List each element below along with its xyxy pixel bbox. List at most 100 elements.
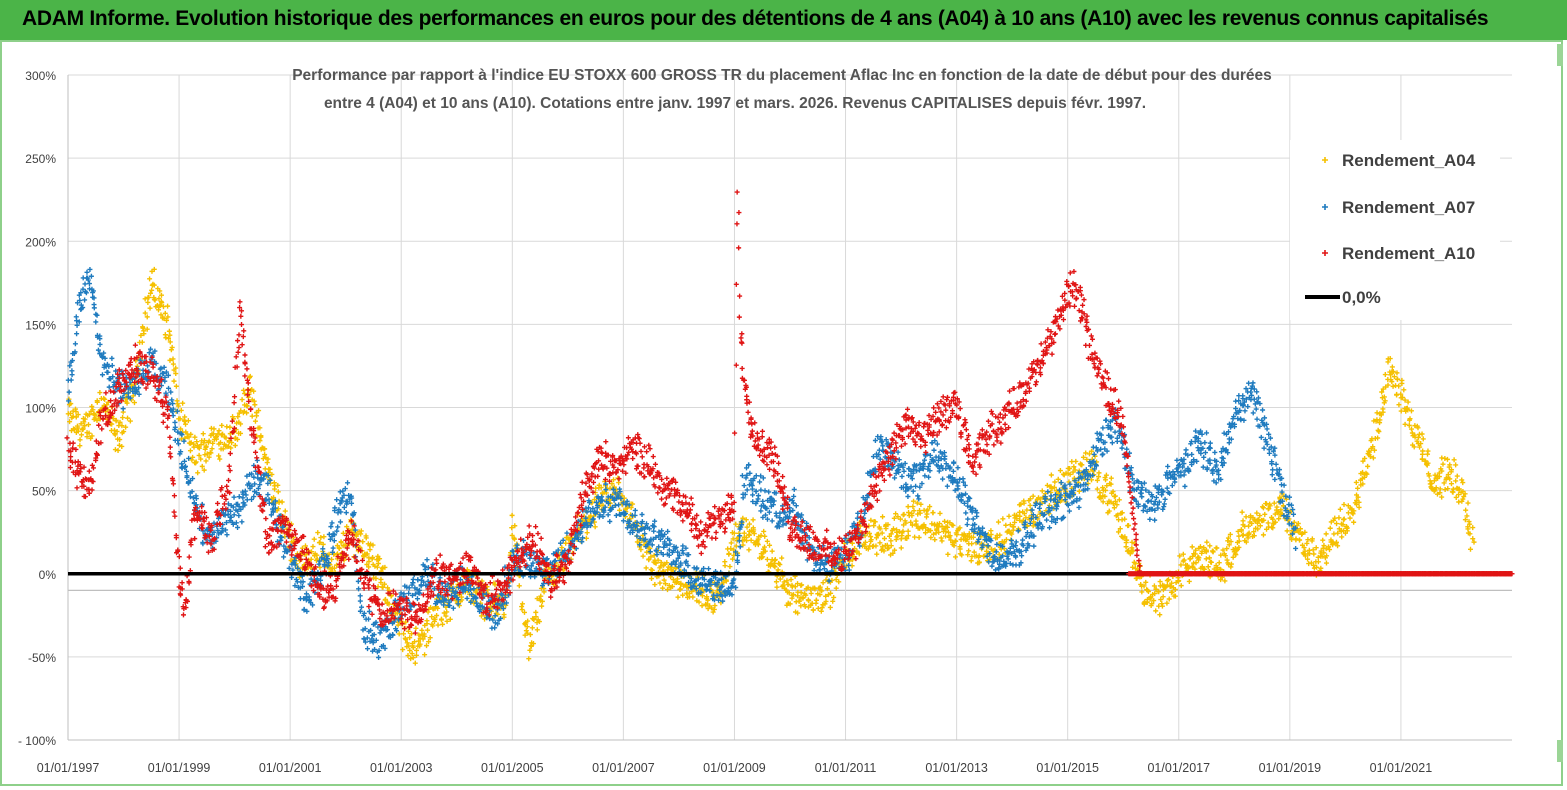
data-point bbox=[658, 563, 664, 569]
data-point bbox=[748, 537, 754, 543]
data-point bbox=[403, 619, 409, 625]
header-banner: ADAM Informe. Evolution historique des p… bbox=[0, 0, 1567, 40]
data-point bbox=[1202, 440, 1208, 446]
data-point bbox=[830, 598, 836, 604]
data-point bbox=[405, 628, 411, 634]
data-point bbox=[337, 519, 343, 525]
data-point bbox=[269, 471, 275, 477]
data-point bbox=[524, 624, 530, 630]
data-point bbox=[899, 473, 905, 479]
data-point bbox=[1112, 429, 1118, 435]
data-point bbox=[249, 413, 255, 419]
data-point bbox=[969, 541, 975, 547]
data-point bbox=[1399, 377, 1405, 383]
data-point bbox=[1269, 472, 1275, 478]
data-point bbox=[310, 544, 316, 550]
data-point bbox=[189, 457, 195, 463]
data-point bbox=[217, 440, 223, 446]
data-point bbox=[99, 372, 105, 378]
data-point bbox=[320, 541, 326, 547]
data-point bbox=[167, 450, 173, 456]
data-point bbox=[1274, 504, 1280, 510]
data-point bbox=[172, 513, 178, 519]
data-point bbox=[134, 363, 140, 369]
data-point bbox=[1240, 393, 1246, 399]
data-point bbox=[419, 627, 425, 633]
data-point bbox=[655, 557, 661, 563]
data-point bbox=[127, 418, 133, 424]
data-point bbox=[819, 588, 825, 594]
data-point bbox=[178, 436, 184, 442]
data-point bbox=[220, 446, 226, 452]
data-point bbox=[251, 439, 257, 445]
data-point bbox=[605, 512, 611, 518]
data-point bbox=[187, 448, 193, 454]
series-Rendement_A07 bbox=[65, 266, 1299, 660]
data-point bbox=[188, 431, 194, 437]
data-point bbox=[185, 418, 191, 424]
data-point bbox=[232, 442, 238, 448]
data-point bbox=[1323, 560, 1329, 566]
data-point bbox=[432, 616, 438, 622]
data-point bbox=[648, 554, 654, 560]
data-point bbox=[183, 421, 189, 427]
data-point bbox=[334, 562, 340, 568]
data-point bbox=[760, 554, 766, 560]
data-point bbox=[533, 614, 539, 620]
data-point bbox=[1293, 545, 1299, 551]
data-point bbox=[227, 424, 233, 430]
data-point bbox=[799, 582, 805, 588]
data-point bbox=[208, 450, 214, 456]
y-tick-label: 50% bbox=[32, 485, 56, 499]
data-point bbox=[235, 338, 241, 344]
data-point bbox=[343, 510, 349, 516]
data-point bbox=[366, 609, 372, 615]
data-point bbox=[376, 654, 382, 660]
data-point bbox=[97, 341, 103, 347]
data-point bbox=[334, 497, 340, 503]
data-point bbox=[199, 463, 205, 469]
data-point bbox=[172, 419, 178, 425]
data-point bbox=[131, 400, 137, 406]
data-point bbox=[1031, 543, 1037, 549]
data-point bbox=[492, 582, 498, 588]
data-point bbox=[509, 525, 515, 531]
data-point bbox=[896, 457, 902, 463]
data-point bbox=[257, 438, 263, 444]
data-point bbox=[238, 313, 244, 319]
data-point bbox=[917, 510, 923, 516]
data-point bbox=[94, 398, 100, 404]
data-point bbox=[202, 509, 208, 515]
data-point bbox=[793, 503, 799, 509]
data-point bbox=[997, 532, 1003, 538]
data-point bbox=[503, 602, 509, 608]
data-point bbox=[254, 455, 260, 461]
data-point bbox=[1013, 539, 1019, 545]
data-point bbox=[416, 638, 422, 644]
data-point bbox=[1161, 501, 1167, 507]
data-point bbox=[781, 579, 787, 585]
data-point bbox=[785, 582, 791, 588]
data-point bbox=[963, 510, 969, 516]
data-point bbox=[536, 619, 542, 625]
data-point bbox=[1181, 472, 1187, 478]
data-point bbox=[164, 424, 170, 430]
data-point bbox=[440, 621, 446, 627]
data-point bbox=[124, 400, 130, 406]
data-point bbox=[1250, 380, 1256, 386]
data-point bbox=[879, 530, 885, 536]
data-point bbox=[560, 537, 566, 543]
data-point bbox=[1153, 608, 1159, 614]
page-title: ADAM Informe. Evolution historique des p… bbox=[22, 7, 1489, 30]
data-point bbox=[236, 332, 242, 338]
data-point bbox=[795, 610, 801, 616]
data-point bbox=[883, 526, 889, 532]
data-point bbox=[142, 310, 148, 316]
data-point bbox=[913, 518, 919, 524]
data-point bbox=[1182, 483, 1188, 489]
data-point bbox=[201, 438, 207, 444]
data-point bbox=[871, 518, 877, 524]
data-point bbox=[74, 423, 80, 429]
data-point bbox=[382, 596, 388, 602]
data-point bbox=[531, 617, 537, 623]
